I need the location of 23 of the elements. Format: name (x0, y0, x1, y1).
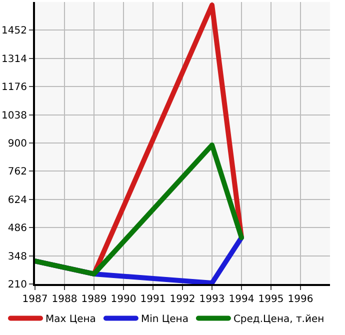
legend-label: Max Цена (46, 314, 96, 326)
x-tick-label: 1987 (22, 294, 48, 305)
y-tick-label: 624 (8, 194, 27, 206)
legend-label: Min Цена (140, 314, 188, 326)
y-tick-label: 1314 (2, 54, 27, 65)
x-tick-label: 1989 (81, 294, 107, 305)
y-tick-label: 1038 (2, 110, 27, 122)
x-tick-label: 1995 (258, 294, 284, 305)
x-tick-label: 1992 (170, 294, 196, 305)
x-tick-label: 1993 (199, 294, 225, 305)
y-tick-label: 762 (8, 166, 27, 178)
y-tick-label: 900 (8, 138, 27, 150)
legend-label: Сред.Цена, т.йен (233, 314, 324, 326)
x-tick-label: 1990 (110, 294, 136, 305)
y-tick-label: 348 (8, 251, 27, 262)
y-tick-label: 210 (8, 280, 27, 290)
x-tick-label: 1991 (140, 294, 166, 305)
x-tick-label: 1988 (52, 294, 78, 305)
x-tick-label: 1994 (228, 294, 254, 305)
x-tick-label: 1996 (288, 294, 314, 305)
y-tick-label: 1176 (2, 82, 27, 94)
y-tick-label: 486 (8, 223, 27, 234)
y-tick-label: 1452 (2, 26, 27, 37)
